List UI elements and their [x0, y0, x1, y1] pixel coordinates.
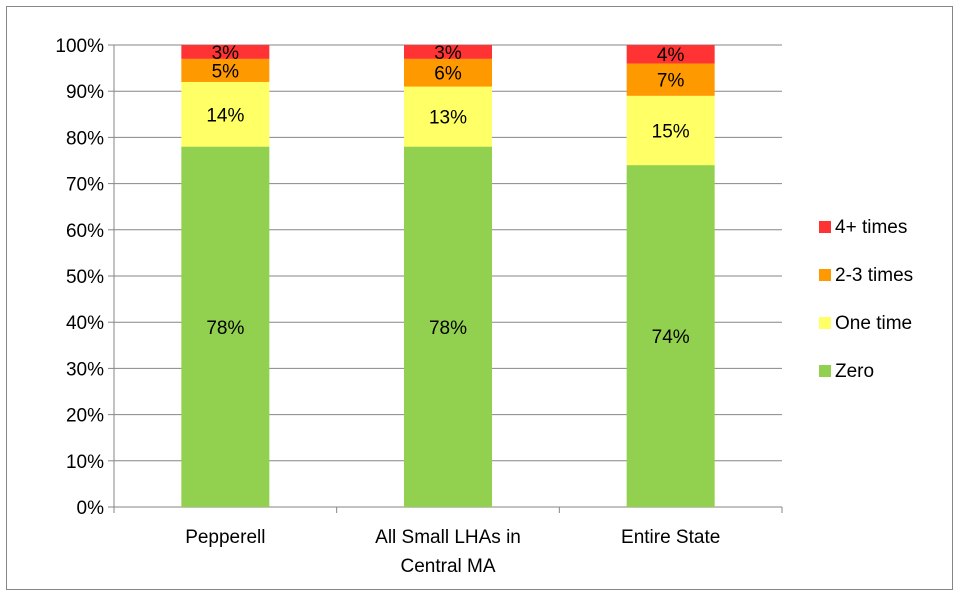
bar-segment-one-time — [626, 95, 715, 166]
bar-segment-4-times — [404, 45, 492, 59]
x-category-label: Central MA — [400, 556, 495, 577]
y-tick-label: 60% — [66, 221, 104, 242]
legend-label: 2-3 times — [835, 265, 913, 286]
legend-swatch — [819, 221, 831, 233]
data-label: 6% — [434, 64, 462, 85]
data-label: 78% — [429, 318, 467, 339]
x-category-label: Entire State — [621, 527, 720, 548]
bar-segment-one-time — [181, 81, 270, 147]
data-label: 5% — [212, 61, 240, 82]
y-tick-label: 80% — [66, 128, 104, 149]
data-label: 78% — [206, 318, 244, 339]
data-labels: 78%14%5%3%78%13%6%3%74%15%7%4% — [206, 43, 689, 348]
legend-swatch — [819, 365, 831, 377]
legend-label: 4+ times — [835, 217, 907, 238]
y-tick-label: 100% — [55, 36, 104, 57]
bars — [181, 45, 715, 507]
axes: 0% 10% 20% 30% 40% 50% 60% 70% 80% 90% 100% Peppere… — [55, 36, 783, 577]
y-tick-label: 90% — [66, 82, 104, 103]
x-category-label: Pepperell — [185, 527, 265, 548]
data-label: 3% — [212, 43, 240, 64]
bar-segment-zero — [181, 146, 270, 507]
data-label: 74% — [652, 327, 690, 348]
legend-swatch — [819, 269, 831, 281]
y-tick-label: 20% — [66, 406, 104, 427]
data-label: 14% — [206, 105, 244, 126]
y-tick-label: 70% — [66, 175, 104, 196]
legend-label: Zero — [835, 361, 874, 382]
bar-segment-4-times — [626, 45, 715, 64]
bar-segment-2-3-times — [404, 58, 492, 87]
data-label: 4% — [657, 45, 685, 66]
bar-segment-2-3-times — [181, 58, 270, 82]
data-label: 13% — [429, 108, 467, 129]
bar-segment-zero — [404, 146, 492, 507]
y-tick-label: 10% — [66, 452, 104, 473]
data-label: 3% — [434, 43, 462, 64]
bar-segment-zero — [626, 165, 715, 507]
y-tick-label: 30% — [66, 359, 104, 380]
x-category-label: All Small LHAs in — [375, 527, 521, 548]
stacked-bar-chart: 0% 10% 20% 30% 40% 50% 60% 70% 80% 90% 100% Peppere… — [55, 36, 913, 577]
chart-area: 0% 10% 20% 30% 40% 50% 60% 70% 80% 90% 100% Peppere… — [6, 6, 953, 590]
legend: 4+ times 2-3 times One time Zero — [819, 217, 913, 382]
bar-segment-2-3-times — [626, 63, 715, 96]
y-tick-label: 50% — [66, 267, 104, 288]
y-tick-label: 0% — [77, 498, 105, 519]
legend-label: One time — [835, 313, 912, 334]
bar-segment-4-times — [181, 45, 270, 59]
data-label: 7% — [657, 71, 685, 92]
data-label: 15% — [652, 121, 690, 142]
bar-segment-one-time — [404, 86, 492, 147]
legend-swatch — [819, 317, 831, 329]
y-tick-label: 40% — [66, 313, 104, 334]
